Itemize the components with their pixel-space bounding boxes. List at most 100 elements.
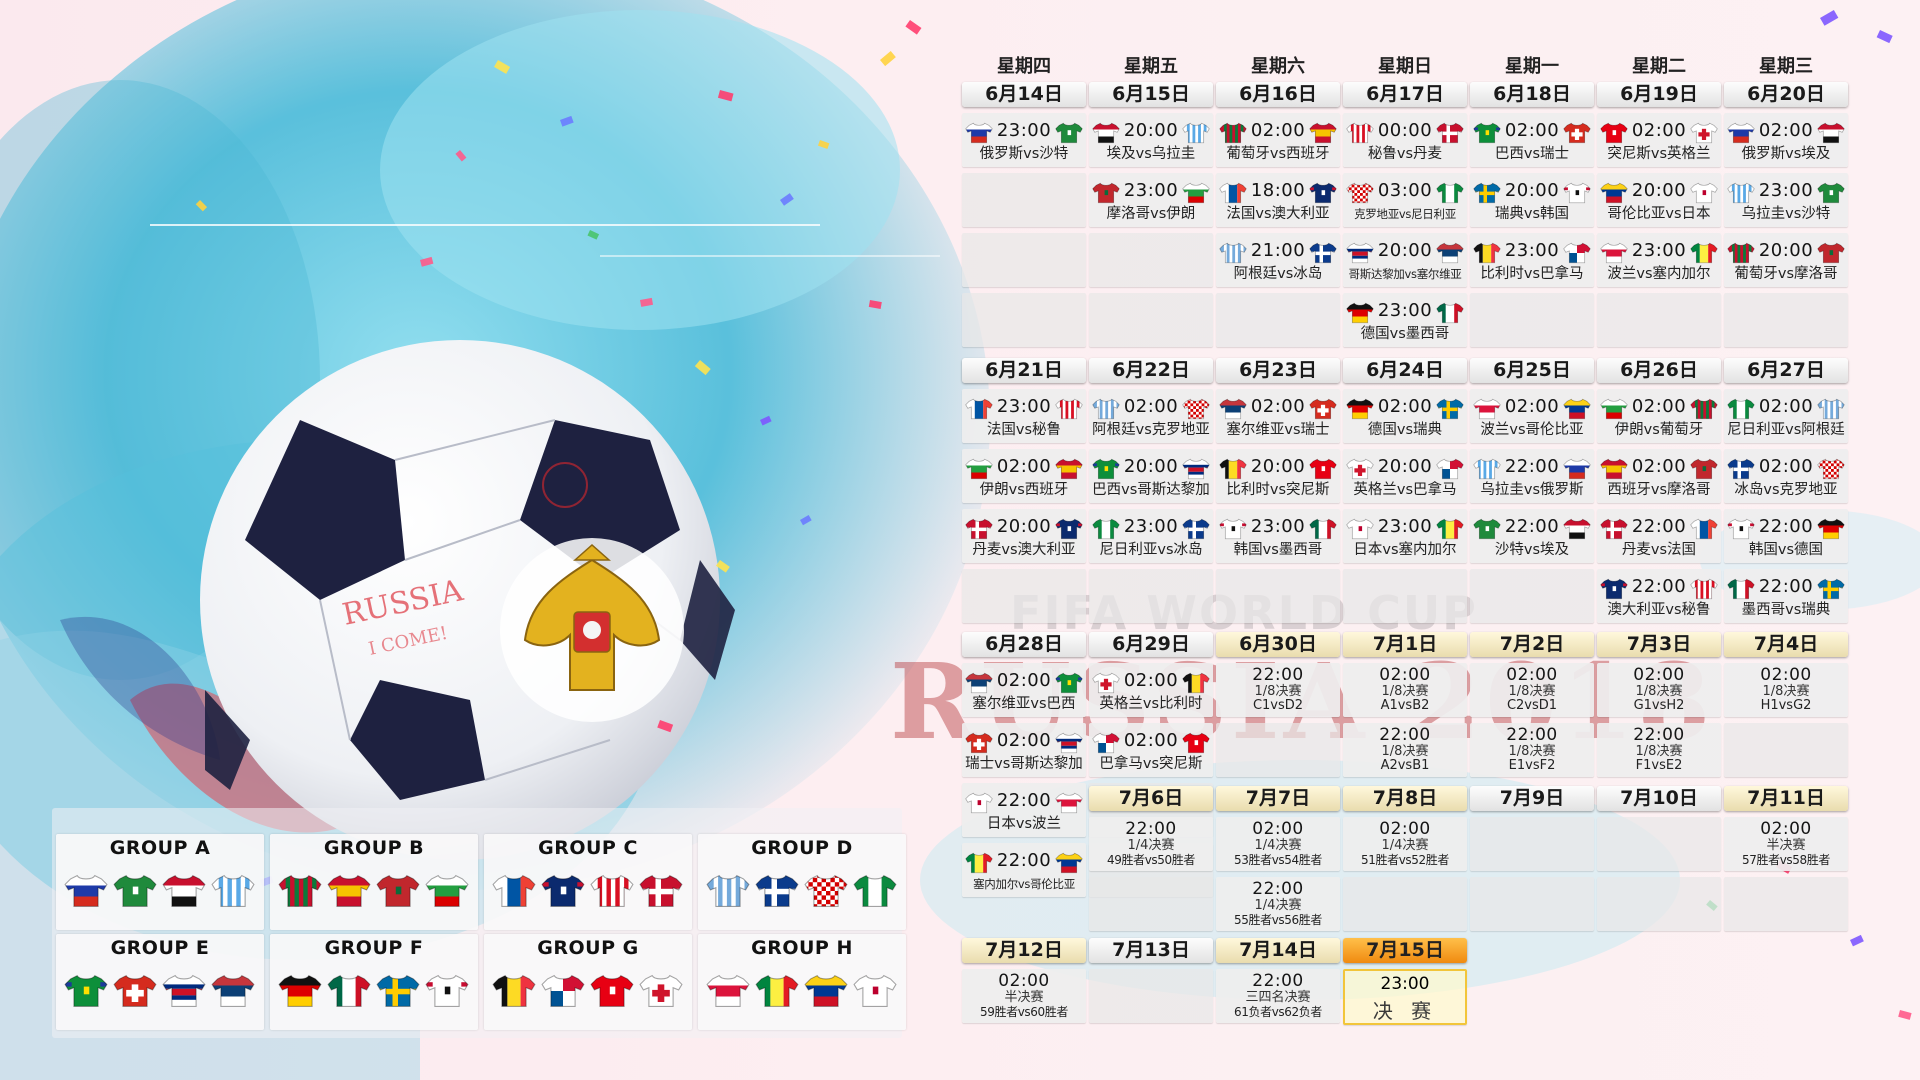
match-tile[interactable]: 02:00 波兰vs哥伦比亚 bbox=[1470, 389, 1594, 443]
match-tile[interactable]: 20:00 英格兰vs巴拿马 bbox=[1343, 449, 1467, 503]
match-tile[interactable]: 22:00 澳大利亚vs秘鲁 bbox=[1597, 569, 1721, 623]
match-tile[interactable]: 03:00 克罗地亚vs尼日利亚 bbox=[1343, 173, 1467, 227]
match-tile[interactable]: 23:00 日本vs塞内加尔 bbox=[1343, 509, 1467, 563]
match-tile[interactable]: 00:00 秘鲁vs丹麦 bbox=[1343, 113, 1467, 167]
match-tile[interactable]: 22:00 墨西哥vs瑞典 bbox=[1724, 569, 1848, 623]
iran-jersey-icon bbox=[425, 866, 469, 916]
match-tile[interactable]: 23:00 波兰vs塞内加尔 bbox=[1597, 233, 1721, 287]
final-match-tile[interactable]: 23:00 决 赛 bbox=[1343, 969, 1467, 1025]
russia-jersey-icon bbox=[1727, 120, 1755, 146]
knockout-match-tile[interactable]: 02:00 1/8决赛 H1vsG2 bbox=[1724, 663, 1848, 717]
kickoff-time: 18:00 bbox=[1250, 180, 1306, 201]
knockout-match-tile[interactable]: 22:00 1/8决赛 F1vsE2 bbox=[1597, 723, 1721, 777]
match-tile[interactable]: 20:00 哥伦比亚vs日本 bbox=[1597, 173, 1721, 227]
knockout-match-tile[interactable]: 22:00 1/8决赛 C1vsD2 bbox=[1216, 663, 1340, 717]
match-tile[interactable]: 20:00 巴西vs哥斯达黎加 bbox=[1089, 449, 1213, 503]
match-tile[interactable]: 20:00 比利时vs突尼斯 bbox=[1216, 449, 1340, 503]
empty-slot bbox=[1216, 723, 1340, 777]
match-tile[interactable]: 23:00 德国vs墨西哥 bbox=[1343, 293, 1467, 347]
brazil-jersey-icon bbox=[64, 966, 108, 1016]
match-tile[interactable]: 22:00 沙特vs埃及 bbox=[1470, 509, 1594, 563]
serbia-jersey-icon bbox=[211, 966, 255, 1016]
empty-slot bbox=[1089, 969, 1213, 1023]
kickoff-time: 22:00 bbox=[1633, 725, 1685, 745]
date-header: 6月30日 bbox=[1216, 632, 1340, 657]
match-tile[interactable]: 23:00 尼日利亚vs冰岛 bbox=[1089, 509, 1213, 563]
match-tile[interactable]: 20:00 葡萄牙vs摩洛哥 bbox=[1724, 233, 1848, 287]
match-tile[interactable]: 20:00 瑞典vs韩国 bbox=[1470, 173, 1594, 227]
morocco-jersey-icon bbox=[1690, 456, 1718, 482]
knockout-match-tile[interactable]: 22:00 三四名决赛 61负者vs62负者 bbox=[1216, 969, 1340, 1023]
brazil-jersey-icon bbox=[1092, 456, 1120, 482]
match-tile[interactable]: 02:00 俄罗斯vs埃及 bbox=[1724, 113, 1848, 167]
germany-jersey-icon bbox=[278, 966, 322, 1016]
tunisia-jersey-icon bbox=[1309, 456, 1337, 482]
match-tile[interactable]: 22:00 乌拉圭vs俄罗斯 bbox=[1470, 449, 1594, 503]
match-tile[interactable]: 23:00 比利时vs巴拿马 bbox=[1470, 233, 1594, 287]
match-tile[interactable]: 02:00 西班牙vs摩洛哥 bbox=[1597, 449, 1721, 503]
kickoff-time: 22:00 bbox=[1125, 819, 1177, 839]
kickoff-time: 22:00 bbox=[1379, 725, 1431, 745]
match-tile[interactable]: 02:00 阿根廷vs克罗地亚 bbox=[1089, 389, 1213, 443]
knockout-match-tile[interactable]: 22:00 1/4决赛 49胜者vs50胜者 bbox=[1089, 817, 1213, 871]
belgium-jersey-icon bbox=[1182, 670, 1210, 696]
kickoff-time: 22:00 bbox=[996, 790, 1052, 811]
knockout-match-tile[interactable]: 02:00 1/8决赛 G1vsH2 bbox=[1597, 663, 1721, 717]
empty-slot bbox=[1724, 877, 1848, 931]
kickoff-time: 02:00 bbox=[1504, 120, 1560, 141]
match-tile[interactable]: 02:00 塞尔维亚vs巴西 bbox=[962, 663, 1086, 717]
knockout-match-tile[interactable]: 02:00 半决赛 57胜者vs58胜者 bbox=[1724, 817, 1848, 871]
kickoff-time: 20:00 bbox=[1377, 456, 1433, 477]
match-tile[interactable]: 02:00 德国vs瑞典 bbox=[1343, 389, 1467, 443]
empty-slot bbox=[1089, 233, 1213, 287]
bracket-slot: A1vsB2 bbox=[1380, 698, 1430, 713]
match-tile[interactable]: 02:00 冰岛vs克罗地亚 bbox=[1724, 449, 1848, 503]
mexico-jersey-icon bbox=[1309, 516, 1337, 542]
match-tile[interactable]: 20:00 丹麦vs澳大利亚 bbox=[962, 509, 1086, 563]
portugal-jersey-icon bbox=[1219, 120, 1247, 146]
match-tile[interactable]: 02:00 突尼斯vs英格兰 bbox=[1597, 113, 1721, 167]
match-tile[interactable]: 02:00 巴西vs瑞士 bbox=[1470, 113, 1594, 167]
match-tile[interactable]: 23:00 摩洛哥vs伊朗 bbox=[1089, 173, 1213, 227]
group-title: GROUP B bbox=[323, 837, 425, 859]
kickoff-time: 22:00 bbox=[1758, 516, 1814, 537]
match-tile[interactable]: 02:00 尼日利亚vs阿根廷 bbox=[1724, 389, 1848, 443]
match-tile[interactable]: 02:00 塞尔维亚vs瑞士 bbox=[1216, 389, 1340, 443]
match-tile[interactable]: 22:00 塞内加尔vs哥伦比亚 bbox=[962, 843, 1086, 897]
kickoff-time: 23:00 bbox=[996, 396, 1052, 417]
match-tile[interactable]: 02:00 瑞士vs哥斯达黎加 bbox=[962, 723, 1086, 777]
knockout-match-tile[interactable]: 02:00 1/4决赛 53胜者vs54胜者 bbox=[1216, 817, 1340, 871]
knockout-match-tile[interactable]: 22:00 1/8决赛 E1vsF2 bbox=[1470, 723, 1594, 777]
knockout-match-tile[interactable]: 22:00 1/8决赛 A2vsB1 bbox=[1343, 723, 1467, 777]
knockout-match-tile[interactable]: 02:00 1/4决赛 51胜者vs52胜者 bbox=[1343, 817, 1467, 871]
argentina-jersey-icon bbox=[1092, 396, 1120, 422]
knockout-match-tile[interactable]: 22:00 1/4决赛 55胜者vs56胜者 bbox=[1216, 877, 1340, 931]
match-tile[interactable]: 22:00 丹麦vs法国 bbox=[1597, 509, 1721, 563]
match-tile[interactable]: 02:00 英格兰vs比利时 bbox=[1089, 663, 1213, 717]
match-tile[interactable]: 21:00 阿根廷vs冰岛 bbox=[1216, 233, 1340, 287]
kickoff-time: 23:00 bbox=[1377, 300, 1433, 321]
match-tile[interactable]: 02:00 葡萄牙vs西班牙 bbox=[1216, 113, 1340, 167]
knockout-match-tile[interactable]: 02:00 半决赛 59胜者vs60胜者 bbox=[962, 969, 1086, 1023]
match-tile[interactable]: 02:00 伊朗vs葡萄牙 bbox=[1597, 389, 1721, 443]
uruguay-jersey-icon bbox=[1473, 456, 1501, 482]
match-tile[interactable]: 23:00 乌拉圭vs沙特 bbox=[1724, 173, 1848, 227]
match-tile[interactable]: 23:00 韩国vs墨西哥 bbox=[1216, 509, 1340, 563]
match-tile[interactable]: 18:00 法国vs澳大利亚 bbox=[1216, 173, 1340, 227]
match-teams: 尼日利亚vs冰岛 bbox=[1099, 542, 1203, 558]
match-tile[interactable]: 23:00 法国vs秘鲁 bbox=[962, 389, 1086, 443]
group-title: GROUP C bbox=[538, 837, 638, 859]
knockout-match-tile[interactable]: 02:00 1/8决赛 C2vsD1 bbox=[1470, 663, 1594, 717]
match-tile[interactable]: 23:00 俄罗斯vs沙特 bbox=[962, 113, 1086, 167]
sweden-jersey-icon bbox=[1817, 576, 1845, 602]
match-tile[interactable]: 20:00 埃及vs乌拉圭 bbox=[1089, 113, 1213, 167]
match-tile[interactable]: 02:00 巴拿马vs突尼斯 bbox=[1089, 723, 1213, 777]
stage-label: 1/8决赛 bbox=[1635, 684, 1683, 699]
knockout-match-tile[interactable]: 02:00 1/8决赛 A1vsB2 bbox=[1343, 663, 1467, 717]
match-tile[interactable]: 20:00 哥斯达黎加vs塞尔维亚 bbox=[1343, 233, 1467, 287]
date-header: 6月28日 bbox=[962, 632, 1086, 657]
match-tile[interactable]: 22:00 日本vs波兰 bbox=[962, 783, 1086, 837]
match-tile[interactable]: 02:00 伊朗vs西班牙 bbox=[962, 449, 1086, 503]
date-header: 7月11日 bbox=[1724, 786, 1848, 811]
match-tile[interactable]: 22:00 韩国vs德国 bbox=[1724, 509, 1848, 563]
